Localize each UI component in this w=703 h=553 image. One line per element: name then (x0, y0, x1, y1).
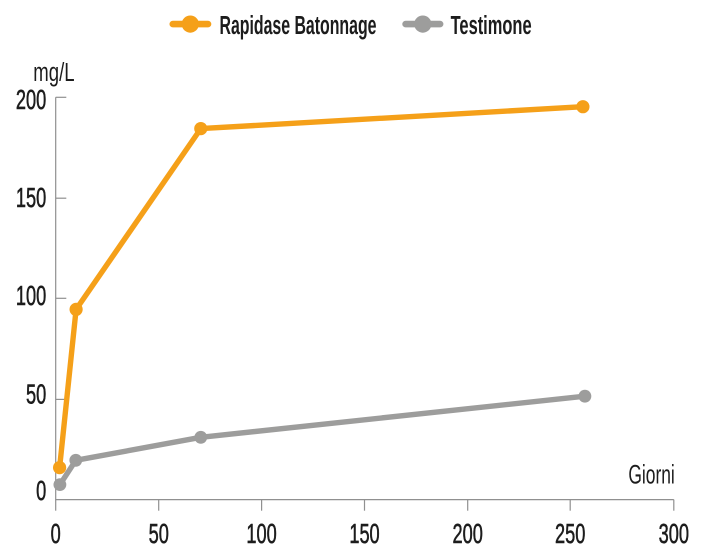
svg-text:0: 0 (36, 476, 46, 507)
svg-text:Rapidase Batonnage: Rapidase Batonnage (220, 11, 377, 40)
svg-text:Testimone: Testimone (451, 10, 532, 40)
svg-text:150: 150 (349, 519, 379, 550)
svg-text:mg/L: mg/L (33, 58, 74, 87)
svg-text:50: 50 (26, 380, 46, 411)
svg-text:Giorni: Giorni (628, 459, 674, 490)
svg-text:100: 100 (246, 519, 276, 550)
svg-text:0: 0 (51, 519, 61, 550)
svg-text:100: 100 (16, 281, 46, 312)
svg-text:250: 250 (555, 519, 585, 550)
svg-text:300: 300 (659, 519, 689, 550)
svg-text:50: 50 (149, 519, 169, 550)
svg-text:150: 150 (16, 183, 46, 214)
svg-text:200: 200 (453, 519, 483, 550)
svg-text:200: 200 (16, 85, 46, 116)
